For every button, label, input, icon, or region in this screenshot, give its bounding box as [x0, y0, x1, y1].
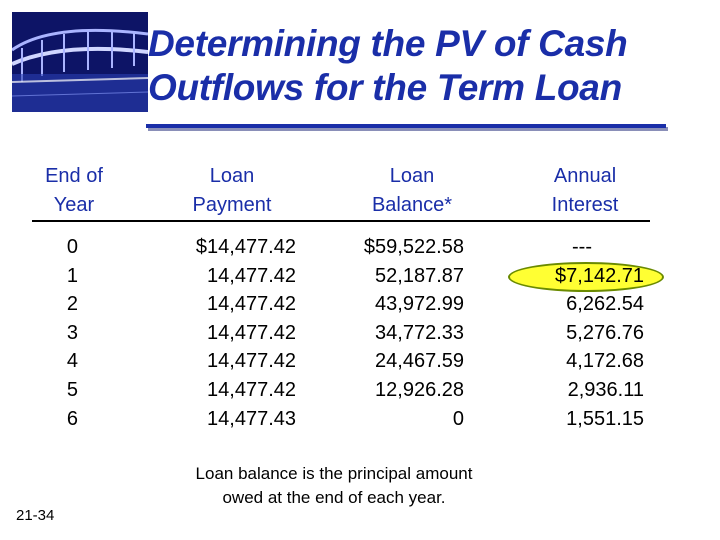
header-annual-interest: Annual Interest	[551, 165, 619, 216]
slide-title: Determining the PV of Cash Outflows for …	[148, 22, 708, 110]
table-cell: 0	[452, 407, 464, 430]
table-cell: 43,972.99	[375, 293, 464, 316]
table-cell: 12,926.28	[375, 378, 464, 401]
table-cell: $14,477.42	[195, 236, 296, 258]
title-underline	[146, 124, 666, 128]
table-cell: 14,477.42	[207, 293, 296, 316]
footnote: Loan balance is the principal amount owe…	[195, 464, 473, 507]
interest-column: --- $7,142.71 6,262.54 5,276.76 4,172.68…	[514, 233, 644, 433]
table-cell: 14,477.42	[207, 321, 296, 344]
table-cell: 6,262.54	[566, 293, 644, 316]
balance-column: $59,522.58 52,187.87 43,972.99 34,772.33…	[318, 233, 464, 433]
table-cell: $59,522.58	[363, 236, 464, 258]
table-cell: 5,276.76	[566, 321, 644, 344]
table-cell: 2,936.11	[567, 378, 644, 401]
table-cell: ---	[572, 236, 592, 258]
table-cell: 2	[66, 293, 78, 316]
table-cell: 14,477.42	[207, 378, 296, 401]
table-cell: 0	[66, 236, 78, 258]
header-loan-balance: Loan Balance*	[371, 165, 453, 216]
year-1-interest-highlight	[508, 262, 664, 292]
table-cell: 52,187.87	[375, 264, 464, 287]
payment-column: $14,477.42 14,477.42 14,477.42 14,477.42…	[150, 233, 296, 433]
table-cell: 14,477.42	[207, 264, 296, 287]
header-divider	[32, 220, 650, 222]
table-cell: 14,477.43	[207, 407, 296, 430]
table-cell: 3	[66, 321, 78, 344]
table-cell: 5	[66, 378, 78, 401]
slide-number: 21-34	[16, 507, 55, 524]
table-cell: 1	[66, 264, 78, 287]
bridge-photo-icon	[12, 12, 148, 112]
table-cell: 4,172.68	[566, 350, 644, 373]
header-loan-payment: Loan Payment	[192, 165, 272, 216]
table-cell: 34,772.33	[375, 321, 464, 344]
year-column: 0 1 2 3 4 5 6	[40, 233, 78, 433]
table-cell: 1,551.15	[566, 407, 644, 430]
table-cell: 6	[66, 407, 78, 430]
slide-title-line-1: Determining the PV of Cash	[148, 23, 628, 64]
table-cell: 14,477.42	[207, 350, 296, 373]
table-cell: 24,467.59	[375, 350, 464, 373]
table-cell: 4	[66, 350, 78, 373]
table-cell: $7,142.71	[555, 264, 644, 287]
slide-title-line-2: Outflows for the Term Loan	[148, 67, 622, 108]
header-end-of-year: End of Year	[45, 165, 103, 216]
